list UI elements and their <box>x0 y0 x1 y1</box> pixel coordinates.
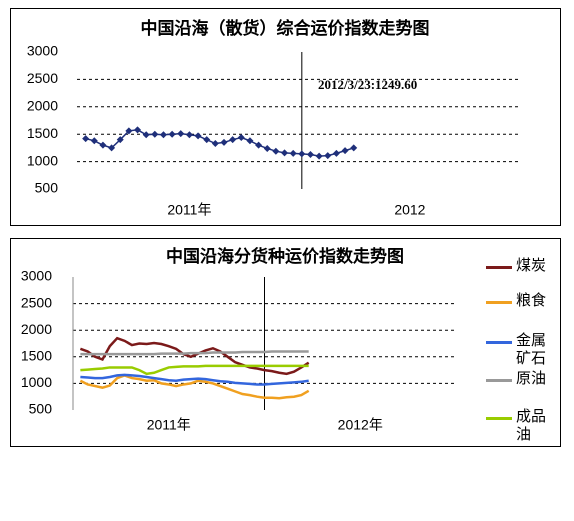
point-marker <box>203 136 211 144</box>
legend-swatch <box>486 301 512 304</box>
point-marker <box>108 144 116 152</box>
point-marker <box>229 136 237 144</box>
point-marker <box>99 141 107 149</box>
point-marker <box>159 131 167 139</box>
point-marker <box>289 149 297 157</box>
legend-label: 金属矿石 <box>516 332 547 367</box>
point-marker <box>142 131 150 139</box>
legend-swatch <box>486 417 512 420</box>
point-marker <box>211 140 219 148</box>
y-tick-label: 2500 <box>21 294 52 310</box>
legend-swatch <box>486 379 512 382</box>
y-tick-label: 500 <box>35 180 59 196</box>
series-line <box>80 350 309 356</box>
point-marker <box>306 150 314 158</box>
point-marker <box>194 132 202 140</box>
point-marker <box>324 152 332 160</box>
legend-item: 金属矿石 <box>486 332 566 368</box>
point-marker <box>281 149 289 157</box>
point-marker <box>82 135 90 143</box>
point-marker <box>125 127 133 135</box>
x-period-label: 2012年 <box>338 417 383 433</box>
y-tick-label: 1000 <box>27 152 58 168</box>
point-marker <box>134 126 142 134</box>
x-period-label: 2011年 <box>167 202 211 218</box>
point-marker <box>255 141 263 149</box>
point-marker <box>272 147 280 155</box>
y-tick-label: 2500 <box>27 70 58 86</box>
chart-frame <box>10 8 561 226</box>
point-marker <box>315 152 323 160</box>
series-line <box>79 336 310 376</box>
y-tick-label: 1500 <box>27 125 58 141</box>
legend-item: 原油 <box>486 370 566 406</box>
y-tick-label: 500 <box>29 401 53 417</box>
point-marker <box>298 150 306 158</box>
legend-item: 煤炭 <box>486 257 566 293</box>
series-line <box>80 373 309 386</box>
legend-label: 煤炭 <box>516 257 547 274</box>
chart-frame <box>10 238 561 447</box>
legend-item: 成品油 <box>486 408 566 444</box>
chart-title: 中国沿海分货种运价指数走势图 <box>166 246 404 266</box>
annotation: 2012/3/23:1249.60 <box>318 77 417 92</box>
point-marker <box>185 131 193 139</box>
legend-label: 原油 <box>516 370 547 387</box>
point-marker <box>341 147 349 155</box>
y-tick-label: 2000 <box>27 98 58 114</box>
series-line <box>80 364 309 376</box>
x-period-label: 2012 <box>394 202 425 218</box>
series-line <box>79 374 310 400</box>
legend-swatch <box>486 266 512 269</box>
legend-label: 成品油 <box>516 408 547 443</box>
legend-swatch <box>486 341 512 344</box>
chart-title: 中国沿海（散货）综合运价指数走势图 <box>141 18 430 38</box>
x-period-label: 2011年 <box>147 417 191 433</box>
point-marker <box>177 130 185 138</box>
y-tick-label: 3000 <box>27 43 58 59</box>
legend-label: 粮食 <box>516 292 547 309</box>
point-marker <box>168 130 176 138</box>
point-marker <box>246 137 254 145</box>
y-tick-label: 2000 <box>21 321 52 337</box>
point-marker <box>151 130 159 138</box>
point-marker <box>350 144 358 152</box>
point-marker <box>263 144 271 152</box>
point-marker <box>220 138 228 146</box>
point-marker <box>332 149 340 157</box>
legend-item: 粮食 <box>486 292 566 328</box>
point-marker <box>237 133 245 141</box>
y-tick-label: 1000 <box>21 374 52 390</box>
point-marker <box>90 137 98 145</box>
point-marker <box>116 136 124 144</box>
y-tick-label: 3000 <box>21 268 52 284</box>
y-tick-label: 1500 <box>21 348 52 364</box>
